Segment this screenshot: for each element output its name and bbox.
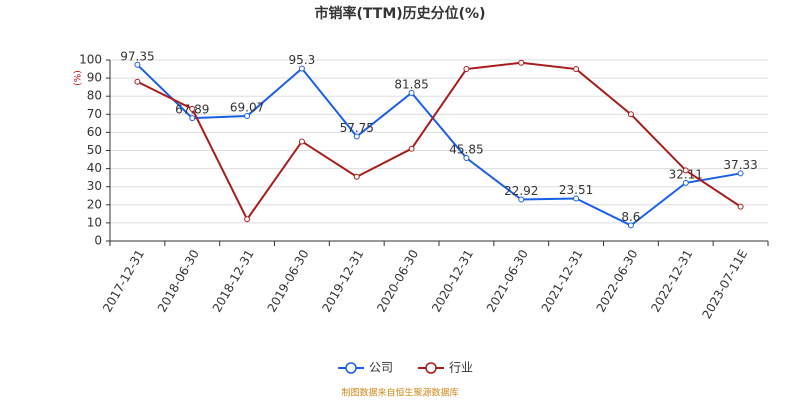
y-tick-label: 70 [87, 107, 102, 121]
y-tick-label: 100 [79, 53, 102, 67]
data-point [518, 196, 525, 203]
data-point [244, 112, 251, 119]
data-point [682, 179, 689, 186]
data-point [298, 138, 305, 145]
data-label: 37.33 [723, 158, 757, 172]
legend-marker [345, 362, 357, 374]
legend-label: 公司 [369, 361, 393, 375]
data-point [463, 66, 470, 73]
data-label: 22.92 [504, 184, 538, 198]
data-point [627, 222, 634, 229]
data-point [189, 115, 196, 122]
data-label: 57.75 [340, 121, 374, 135]
data-point [134, 78, 141, 85]
data-label: 69.07 [230, 100, 264, 114]
data-point [189, 105, 196, 112]
y-tick-label: 30 [87, 179, 102, 193]
data-point [408, 89, 415, 96]
data-point [737, 203, 744, 210]
y-tick-label: 90 [87, 71, 102, 85]
series-line [136, 61, 742, 222]
y-tick-label: 60 [87, 125, 102, 139]
data-point [244, 216, 251, 223]
x-tick-label: 2023-07-11E [699, 247, 750, 321]
x-tick-label: 2022-12-31 [648, 247, 695, 314]
data-label: 45.85 [449, 143, 483, 157]
data-point [573, 66, 580, 73]
data-point [627, 111, 634, 118]
data-label: 8.6 [621, 210, 640, 224]
series-line [136, 64, 741, 227]
data-point [737, 170, 744, 177]
legend-label: 行业 [449, 361, 473, 375]
x-tick-label: 2017-12-31 [100, 247, 147, 314]
x-tick-label: 2021-06-30 [484, 247, 531, 314]
data-point [134, 61, 141, 68]
data-label: 95.3 [289, 53, 316, 67]
data-label: 97.35 [120, 49, 154, 63]
data-label: 23.51 [559, 183, 593, 197]
data-point [298, 65, 305, 72]
x-tick-label: 2021-12-31 [539, 247, 586, 314]
y-tick-label: 80 [87, 89, 102, 103]
y-tick-label: 0 [94, 234, 102, 248]
x-tick-label: 2018-06-30 [155, 247, 202, 314]
x-tick-label: 2020-06-30 [374, 247, 421, 314]
data-point [353, 173, 360, 180]
y-tick-label: 10 [87, 215, 102, 229]
data-point [408, 145, 415, 152]
data-point [682, 167, 689, 174]
data-point [518, 59, 525, 66]
source-note: 制图数据来自恒生聚源数据库 [341, 387, 458, 399]
data-label: 32.11 [669, 167, 703, 181]
data-point [463, 155, 470, 162]
data-label: 81.85 [394, 77, 428, 91]
y-tick-label: 50 [87, 143, 102, 157]
x-tick-label: 2018-12-31 [210, 247, 257, 314]
data-point [573, 195, 580, 202]
data-point [353, 133, 360, 140]
legend-marker [425, 362, 437, 374]
x-tick-label: 2022-06-30 [594, 247, 641, 314]
y-tick-label: 20 [87, 197, 102, 211]
y-tick-label: 40 [87, 161, 102, 175]
chart-title: 市销率(TTM)历史分位(%) [315, 5, 486, 22]
x-tick-label: 2020-12-31 [429, 247, 476, 314]
x-tick-label: 2019-06-30 [265, 247, 312, 314]
y-axis-label: (%) [74, 70, 84, 86]
x-tick-label: 2019-12-31 [319, 247, 366, 314]
